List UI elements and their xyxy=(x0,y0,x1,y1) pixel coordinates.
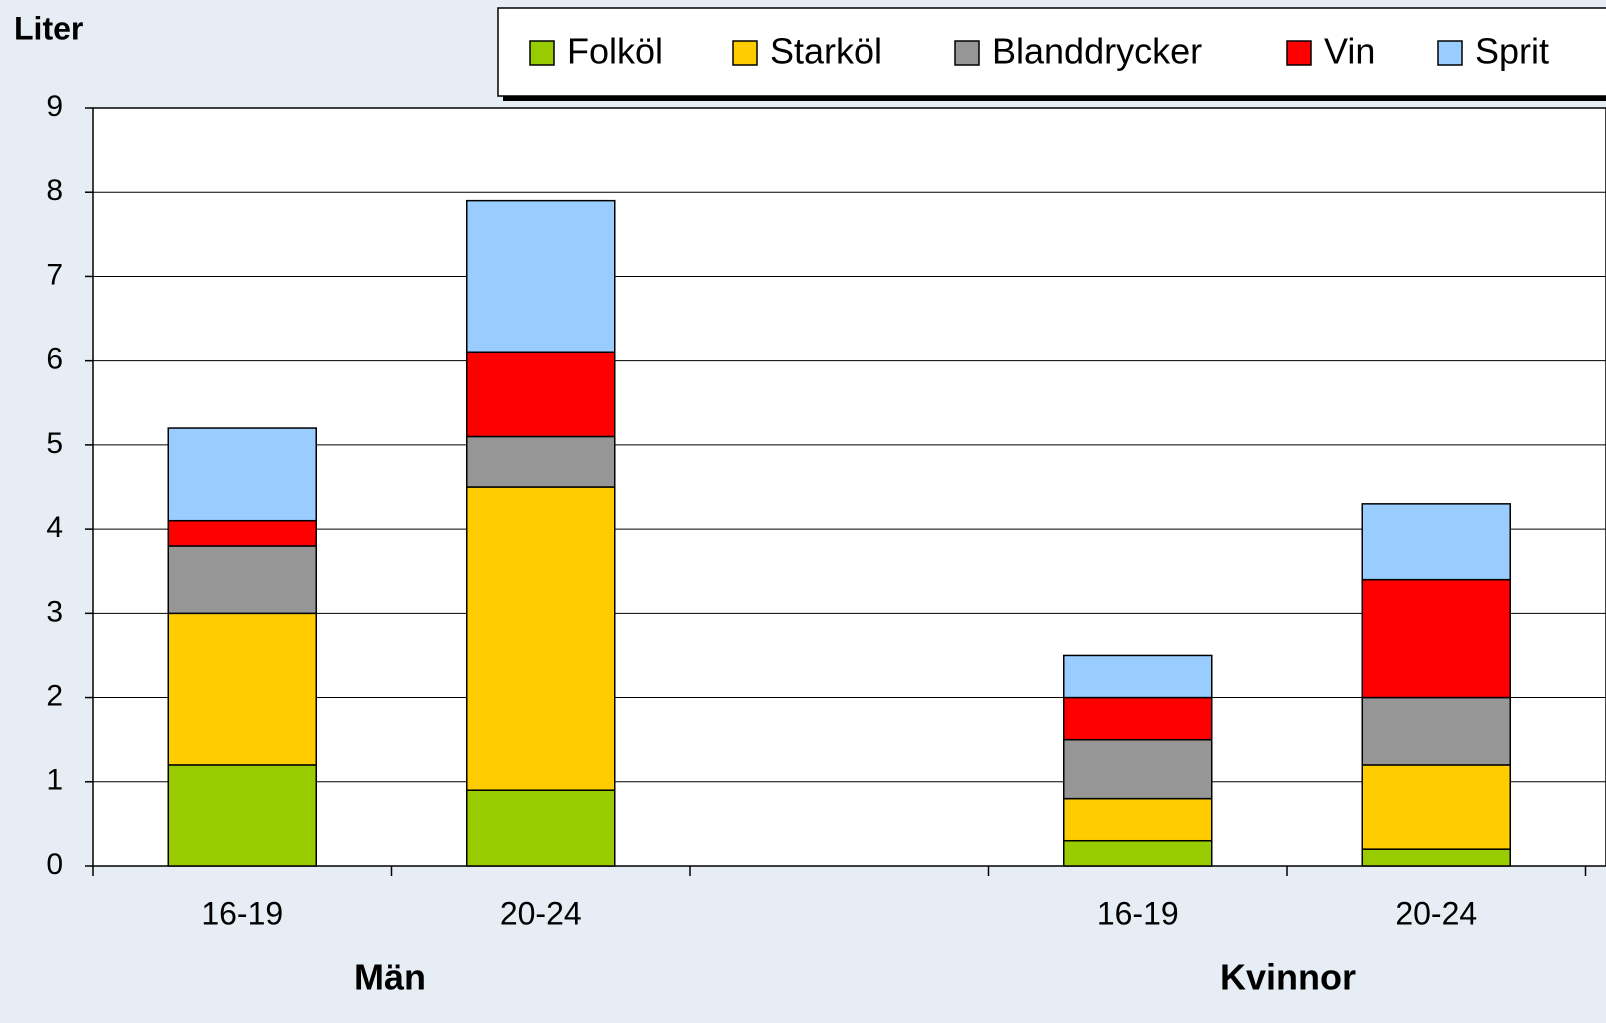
y-tick-label: 5 xyxy=(46,427,63,460)
legend-label: Vin xyxy=(1324,31,1375,72)
y-tick-label: 8 xyxy=(46,174,63,207)
bar-segment xyxy=(1361,848,1511,867)
bar-segment xyxy=(167,519,317,547)
group-label: Män xyxy=(354,957,426,998)
legend-label: Folköl xyxy=(567,31,663,72)
legend-swatch xyxy=(954,40,980,66)
x-tick-label: 16-19 xyxy=(201,895,283,931)
x-tick-label: 20-24 xyxy=(1395,895,1477,931)
legend-label: Sprit xyxy=(1475,31,1549,72)
group-label: Kvinnor xyxy=(1220,957,1356,998)
bar-segment xyxy=(466,789,616,867)
y-tick-label: 6 xyxy=(46,343,63,376)
bar-segment xyxy=(167,764,317,867)
legend-label: Blanddrycker xyxy=(992,31,1202,72)
plot-area xyxy=(92,107,1606,867)
legend-swatch xyxy=(1437,40,1463,66)
y-tick-label: 9 xyxy=(46,90,63,123)
bar-segment xyxy=(1063,839,1213,867)
legend-swatch xyxy=(529,40,555,66)
bar-segment xyxy=(1361,503,1511,581)
legend-swatch xyxy=(732,40,758,66)
bar-segment xyxy=(1063,654,1213,699)
bar-segment xyxy=(1063,797,1213,842)
y-tick-label: 0 xyxy=(46,848,63,881)
y-tick-label: 4 xyxy=(46,511,63,544)
bar-segment xyxy=(167,545,317,615)
bar-segment xyxy=(167,612,317,766)
bar-segment xyxy=(1361,764,1511,850)
y-tick-label: 7 xyxy=(46,258,63,291)
bar-segment xyxy=(167,427,317,522)
x-tick-label: 16-19 xyxy=(1097,895,1179,931)
bar-segment xyxy=(1063,738,1213,800)
x-tick-label: 20-24 xyxy=(500,895,582,931)
bar-segment xyxy=(466,351,616,438)
bar-segment xyxy=(466,199,616,353)
legend-label: Starköl xyxy=(770,31,882,72)
bar-segment xyxy=(1361,578,1511,699)
bar-segment xyxy=(466,435,616,488)
legend-swatch xyxy=(1286,40,1312,66)
bar-segment xyxy=(1361,696,1511,766)
y-tick-label: 2 xyxy=(46,679,63,712)
bar-segment xyxy=(1063,696,1213,741)
y-tick-label: 3 xyxy=(46,595,63,628)
y-axis-title: Liter xyxy=(14,10,83,46)
bar-segment xyxy=(466,486,616,791)
y-tick-label: 1 xyxy=(46,764,63,797)
legend xyxy=(497,7,1606,97)
